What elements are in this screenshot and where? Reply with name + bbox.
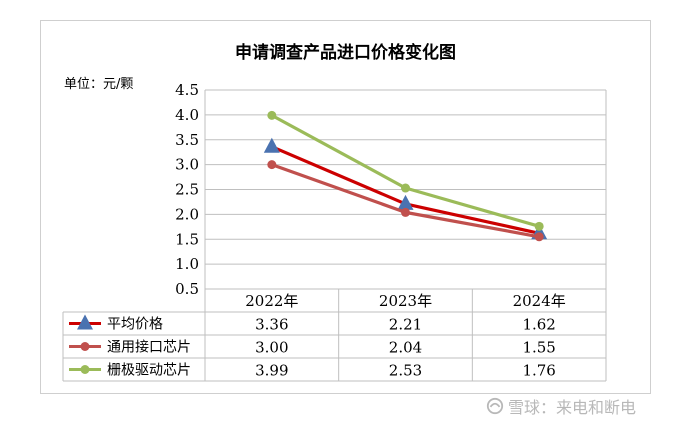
data-point-marker <box>534 221 544 231</box>
y-tick-label: 1.0 <box>175 255 199 273</box>
legend-marker <box>77 314 93 330</box>
data-point-marker <box>401 207 410 217</box>
table-value: 2.21 <box>389 316 422 334</box>
watermark: 雪球：来电和断电 <box>486 394 636 418</box>
chart-title: 申请调查产品进口价格变化图 <box>235 43 456 63</box>
chart-frame <box>40 20 651 394</box>
y-tick-label: 3.0 <box>175 156 199 174</box>
data-point-marker <box>397 194 414 210</box>
table-value: 2.04 <box>389 339 422 357</box>
table-value: 1.62 <box>522 316 555 334</box>
data-point-marker <box>534 232 544 242</box>
legend-marker <box>80 365 90 374</box>
table-value: 1.55 <box>522 339 555 357</box>
y-tick-label: 4.0 <box>175 106 199 124</box>
y-tick-label: 2.5 <box>175 181 199 199</box>
category-label: 2022年 <box>245 292 298 310</box>
table-value: 2.53 <box>389 362 422 380</box>
legend-label: 平均价格 <box>107 317 163 333</box>
data-point-marker <box>263 137 280 153</box>
data-point-marker <box>401 183 410 193</box>
data-point-marker <box>267 160 277 170</box>
table-value: 3.36 <box>255 316 288 334</box>
table-value: 3.00 <box>255 339 288 357</box>
y-tick-label: 0.5 <box>175 280 199 298</box>
legend-label: 栅极驱动芯片 <box>107 363 191 379</box>
table-value: 1.76 <box>522 362 555 380</box>
y-unit-label: 单位：元/颗 <box>64 77 134 92</box>
legend-marker <box>80 342 90 351</box>
data-point-marker <box>267 110 277 120</box>
y-tick-label: 1.5 <box>175 230 199 248</box>
y-tick-label: 2.0 <box>175 205 199 223</box>
y-tick-label: 4.5 <box>175 81 199 99</box>
y-tick-label: 3.5 <box>175 131 199 149</box>
legend-label: 通用接口芯片 <box>107 339 191 356</box>
category-label: 2023年 <box>379 292 432 310</box>
table-value: 3.99 <box>255 362 288 380</box>
watermark-text: 雪球：来电和断电 <box>508 398 637 417</box>
category-label: 2024年 <box>513 292 566 310</box>
snowball-logo-icon <box>486 397 504 415</box>
